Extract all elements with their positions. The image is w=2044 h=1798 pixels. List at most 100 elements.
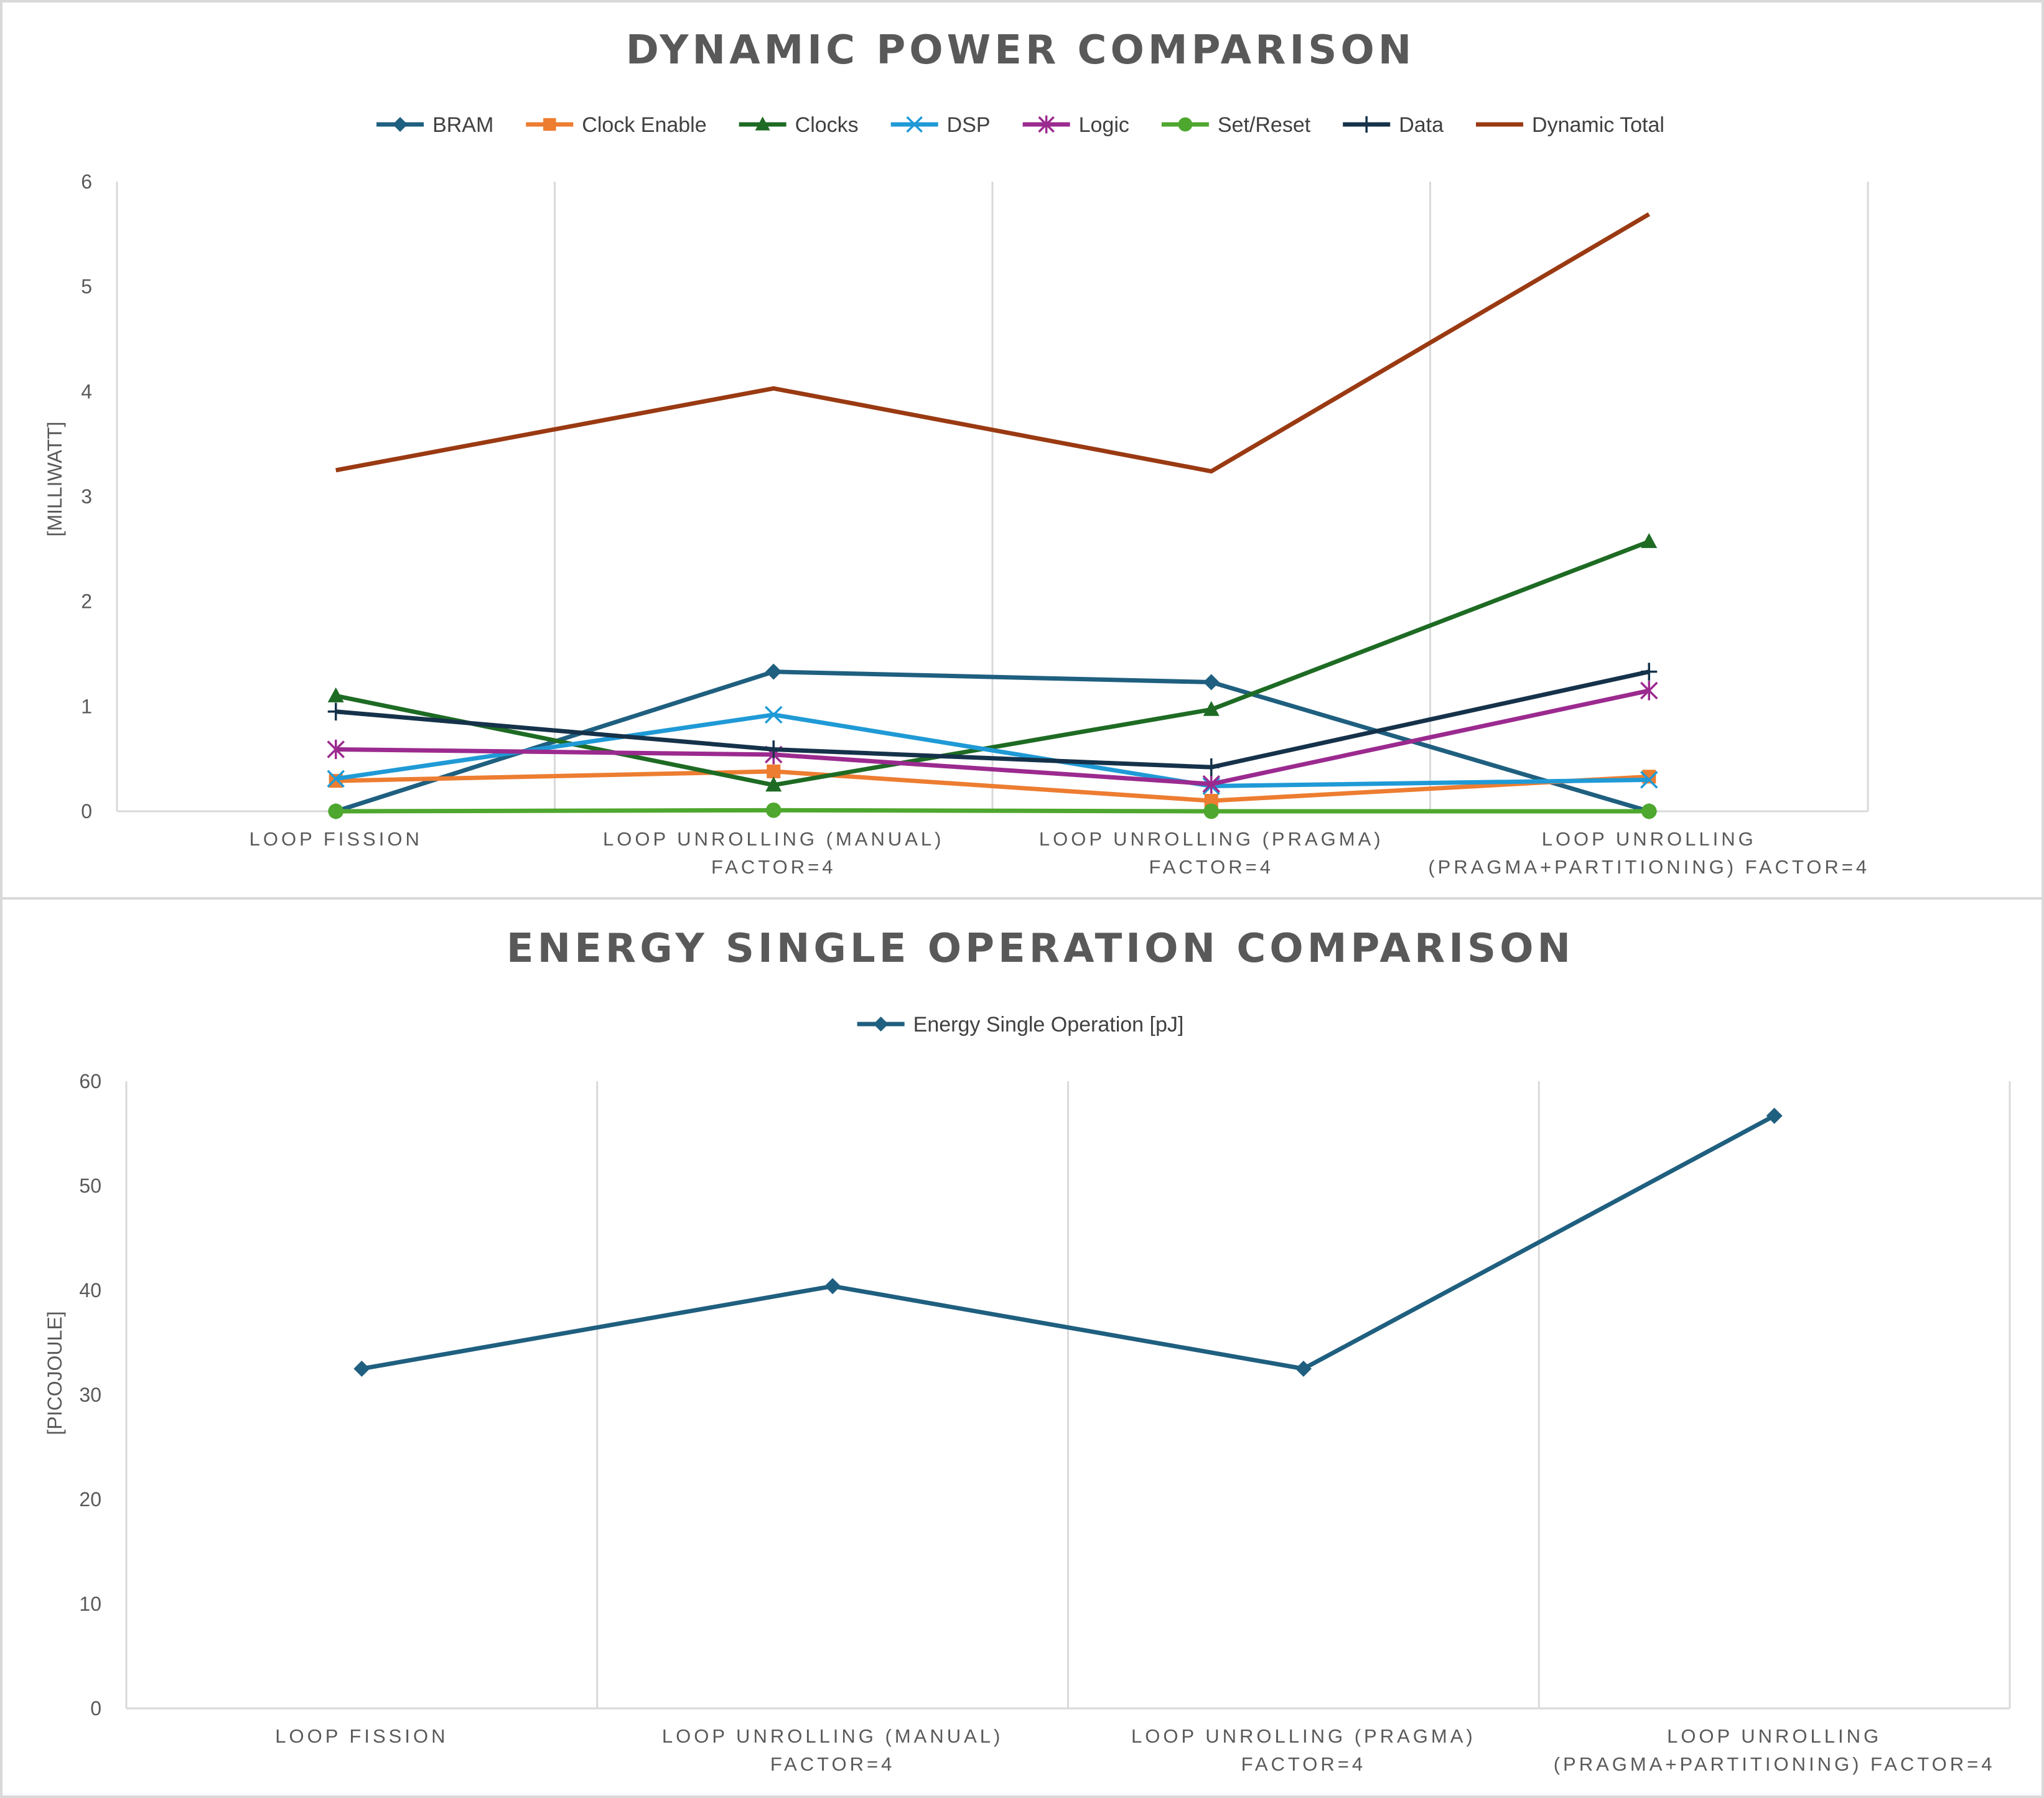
y-tick-label: 6 (81, 170, 92, 193)
y-tick-label: 30 (79, 1384, 101, 1406)
legend-item-set-reset: Set/Reset (1161, 113, 1311, 137)
data-point (1641, 533, 1658, 548)
legend-marker (543, 118, 556, 131)
legend-marker (1178, 117, 1193, 132)
data-point (1203, 701, 1220, 716)
x-category-label: FACTOR=4 (711, 856, 836, 878)
legend-marker (393, 117, 408, 132)
data-point (1641, 663, 1658, 681)
y-tick-label: 0 (81, 800, 92, 822)
legend-label: Clocks (795, 113, 859, 137)
chart-legend: Energy Single Operation [pJ] (857, 1013, 1184, 1036)
data-point (353, 1361, 370, 1377)
data-point (1640, 681, 1658, 701)
legend-label: DSP (947, 113, 991, 137)
series-line (335, 212, 1651, 474)
data-point (824, 1278, 841, 1295)
series-line (361, 1114, 1776, 1371)
data-point (765, 740, 782, 758)
y-axis-ticks: 0 1 2 3 4 5 6 (81, 170, 92, 822)
x-category-label: LOOP UNROLLING (1667, 1725, 1882, 1747)
data-point (1641, 803, 1657, 819)
y-axis-label: [PICOJOULE] (44, 1311, 66, 1435)
x-category-label: (PRAGMA+PARTITIONING) FACTOR=4 (1554, 1753, 1995, 1775)
x-category-label: FACTOR=4 (770, 1753, 895, 1775)
legend-label: Clock Enable (582, 113, 706, 137)
x-axis-categories: LOOP FISSION LOOP UNROLLING (MANUAL) FACTO… (250, 828, 1870, 878)
x-category-label: (PRAGMA+PARTITIONING) FACTOR=4 (1428, 856, 1870, 878)
x-category-label: LOOP FISSION (250, 828, 422, 850)
data-point (327, 702, 344, 721)
y-tick-label: 5 (81, 276, 92, 298)
y-tick-label: 20 (79, 1488, 101, 1511)
legend-item-dynamic-total: Dynamic Total (1476, 113, 1664, 137)
series-line (335, 688, 1650, 786)
data-point (765, 706, 783, 724)
series-line (335, 669, 1650, 770)
data-point (765, 663, 782, 680)
data-point (1203, 758, 1220, 776)
dynamic-power-chart-panel: DYNAMIC POWER COMPARISON BRAM Clock Enabl… (0, 0, 2044, 900)
energy-chart-panel: ENERGY SINGLE OPERATION COMPARISON Energ… (0, 897, 2044, 1798)
data-point (1203, 674, 1220, 691)
series-clocks (327, 533, 1658, 792)
legend-label: Logic (1079, 113, 1129, 137)
legend-marker (873, 1017, 889, 1032)
series-logic (327, 681, 1658, 794)
legend-label: Energy Single Operation [pJ] (913, 1013, 1184, 1036)
series-line (335, 769, 1650, 803)
data-point (1203, 803, 1220, 819)
dynamic-power-chart: DYNAMIC POWER COMPARISON BRAM Clock Enabl… (44, 27, 1870, 878)
y-tick-label: 4 (81, 380, 92, 403)
y-axis-ticks: 0 10 20 30 40 50 60 (79, 1070, 101, 1720)
legend-marker (906, 116, 923, 133)
x-category-label: LOOP UNROLLING (MANUAL) (662, 1725, 1004, 1747)
y-tick-label: 0 (90, 1697, 101, 1720)
energy-chart: ENERGY SINGLE OPERATION COMPARISON Energ… (44, 926, 2011, 1775)
legend-item-bram: BRAM (376, 113, 493, 137)
legend-item-clock-enable: Clock Enable (526, 113, 707, 137)
legend-item-energy-single-operation-pj: Energy Single Operation [pJ] (857, 1013, 1184, 1036)
series-set-reset (328, 802, 1657, 819)
data-point (1204, 794, 1218, 808)
x-category-label: LOOP UNROLLING (1542, 828, 1757, 850)
x-category-label: FACTOR=4 (1241, 1753, 1366, 1775)
x-category-label: LOOP UNROLLING (PRAGMA) (1131, 1725, 1476, 1747)
data-point (1640, 771, 1658, 789)
y-axis-label: [MILLIWATT] (44, 422, 66, 537)
data-point (328, 803, 344, 819)
data-point (327, 770, 345, 788)
legend-item-logic: Logic (1022, 113, 1129, 137)
series-line (335, 808, 1650, 814)
chart-series (353, 1107, 1783, 1377)
data-point (1295, 1361, 1312, 1377)
series-line (335, 712, 1650, 789)
y-tick-label: 40 (79, 1279, 101, 1302)
x-category-label: LOOP UNROLLING (MANUAL) (603, 828, 945, 850)
legend-item-dsp: DSP (890, 113, 991, 137)
y-tick-label: 2 (81, 590, 92, 613)
chart-title: DYNAMIC POWER COMPARISON (626, 27, 1416, 73)
legend-label: BRAM (432, 113, 493, 137)
x-category-label: FACTOR=4 (1149, 856, 1274, 878)
data-point (327, 739, 345, 760)
x-category-label: LOOP FISSION (275, 1725, 448, 1747)
data-point (327, 687, 344, 702)
legend-marker (755, 116, 770, 131)
x-axis-categories: LOOP FISSION LOOP UNROLLING (MANUAL) FACTO… (275, 1725, 1995, 1775)
data-point (1766, 1107, 1783, 1124)
x-category-label: LOOP UNROLLING (PRAGMA) (1039, 828, 1384, 850)
data-point (765, 776, 782, 792)
y-tick-label: 50 (79, 1175, 101, 1197)
legend-label: Data (1399, 113, 1444, 137)
data-point (765, 802, 782, 818)
y-tick-label: 60 (79, 1070, 101, 1092)
y-tick-label: 3 (81, 485, 92, 508)
legend-label: Dynamic Total (1532, 113, 1664, 137)
data-point (1202, 774, 1220, 794)
legend-item-data: Data (1343, 113, 1444, 137)
series-dynamic-total (335, 212, 1651, 474)
series-line (335, 539, 1650, 788)
legend-item-clocks: Clocks (739, 113, 859, 137)
chart-legend: BRAM Clock Enable Clocks DSP Logic Set/Reset D… (376, 113, 1664, 137)
